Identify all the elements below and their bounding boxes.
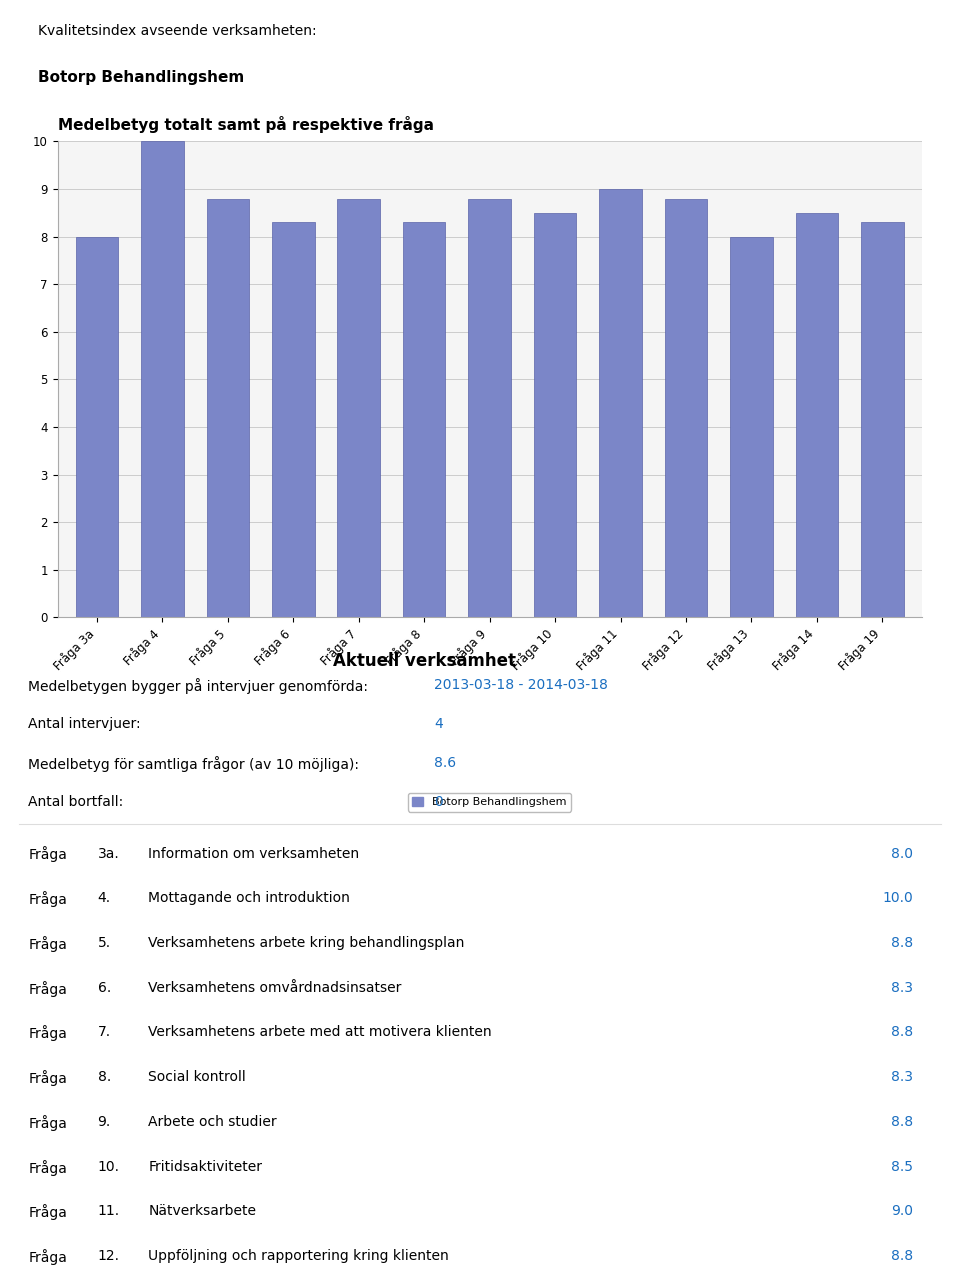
Text: 8.8: 8.8	[891, 1249, 913, 1263]
Bar	[76, 237, 118, 617]
Text: 0: 0	[434, 795, 443, 809]
Text: Fråga: Fråga	[29, 981, 67, 997]
Bar	[861, 222, 903, 617]
Text: Botorp Behandlingshem: Botorp Behandlingshem	[38, 69, 245, 85]
Bar	[337, 198, 380, 617]
Text: Mottagande och introduktion: Mottagande och introduktion	[148, 891, 350, 905]
Text: 8.8: 8.8	[891, 936, 913, 950]
Text: Uppföljning och rapportering kring klienten: Uppföljning och rapportering kring klien…	[148, 1249, 449, 1263]
Text: Fråga: Fråga	[29, 1025, 67, 1042]
Text: 5.: 5.	[98, 936, 110, 950]
Text: Fråga: Fråga	[29, 1115, 67, 1130]
Text: 2013-03-18 - 2014-03-18: 2013-03-18 - 2014-03-18	[434, 678, 608, 692]
Text: Kvalitetsindex avseende verksamheten:: Kvalitetsindex avseende verksamheten:	[38, 24, 317, 37]
Bar	[731, 237, 773, 617]
Bar	[272, 222, 315, 617]
Text: Fråga: Fråga	[29, 936, 67, 952]
Text: 8.0: 8.0	[891, 846, 913, 860]
Text: Social kontroll: Social kontroll	[148, 1070, 246, 1084]
Text: Verksamhetens arbete med att motivera klienten: Verksamhetens arbete med att motivera kl…	[148, 1025, 492, 1039]
Text: Fråga: Fråga	[29, 1249, 67, 1265]
Bar	[403, 222, 445, 617]
Text: 7.: 7.	[98, 1025, 110, 1039]
Text: Arbete och studier: Arbete och studier	[148, 1115, 276, 1129]
Text: Information om verksamheten: Information om verksamheten	[148, 846, 359, 860]
Bar	[468, 198, 511, 617]
Text: 3a.: 3a.	[98, 846, 119, 860]
Text: Fråga: Fråga	[29, 1160, 67, 1175]
Text: 8.5: 8.5	[891, 1160, 913, 1174]
Text: Aktuell verksamhet: Aktuell verksamhet	[333, 652, 516, 670]
Text: 6.: 6.	[98, 981, 110, 995]
Text: 4.: 4.	[98, 891, 110, 905]
Text: Fråga: Fråga	[29, 846, 67, 863]
Text: Fråga: Fråga	[29, 1205, 67, 1220]
Text: Antal bortfall:: Antal bortfall:	[29, 795, 124, 809]
Bar	[141, 141, 183, 617]
Text: 8.3: 8.3	[891, 981, 913, 995]
Text: 10.: 10.	[98, 1160, 120, 1174]
Text: Fråga: Fråga	[29, 1070, 67, 1087]
Bar	[206, 198, 249, 617]
Bar	[664, 198, 708, 617]
Text: Medelbetyg totalt samt på respektive fråga: Medelbetyg totalt samt på respektive frå…	[58, 116, 434, 134]
Text: 4: 4	[434, 716, 443, 730]
Text: 12.: 12.	[98, 1249, 120, 1263]
Text: 10.0: 10.0	[882, 891, 913, 905]
Text: 8.8: 8.8	[891, 1025, 913, 1039]
Text: Verksamhetens omvårdnadsinsatser: Verksamhetens omvårdnadsinsatser	[148, 981, 401, 995]
Text: Nätverksarbete: Nätverksarbete	[148, 1205, 256, 1218]
Text: Fritidsaktiviteter: Fritidsaktiviteter	[148, 1160, 262, 1174]
Text: 11.: 11.	[98, 1205, 120, 1218]
Bar	[599, 189, 642, 617]
Text: 9.: 9.	[98, 1115, 110, 1129]
Text: Verksamhetens arbete kring behandlingsplan: Verksamhetens arbete kring behandlingspl…	[148, 936, 465, 950]
Text: 8.8: 8.8	[891, 1115, 913, 1129]
Bar	[534, 213, 576, 617]
Text: 8.6: 8.6	[434, 756, 456, 770]
Bar	[796, 213, 838, 617]
Text: Antal intervjuer:: Antal intervjuer:	[29, 716, 141, 730]
Text: Medelbetygen bygger på intervjuer genomförda:: Medelbetygen bygger på intervjuer genomf…	[29, 678, 369, 693]
Text: 9.0: 9.0	[891, 1205, 913, 1218]
Legend: Botorp Behandlingshem: Botorp Behandlingshem	[408, 792, 571, 811]
Text: 8.3: 8.3	[891, 1070, 913, 1084]
Text: 8.: 8.	[98, 1070, 110, 1084]
Text: Medelbetyg för samtliga frågor (av 10 möjliga):: Medelbetyg för samtliga frågor (av 10 mö…	[29, 756, 359, 772]
Text: Fråga: Fråga	[29, 891, 67, 907]
